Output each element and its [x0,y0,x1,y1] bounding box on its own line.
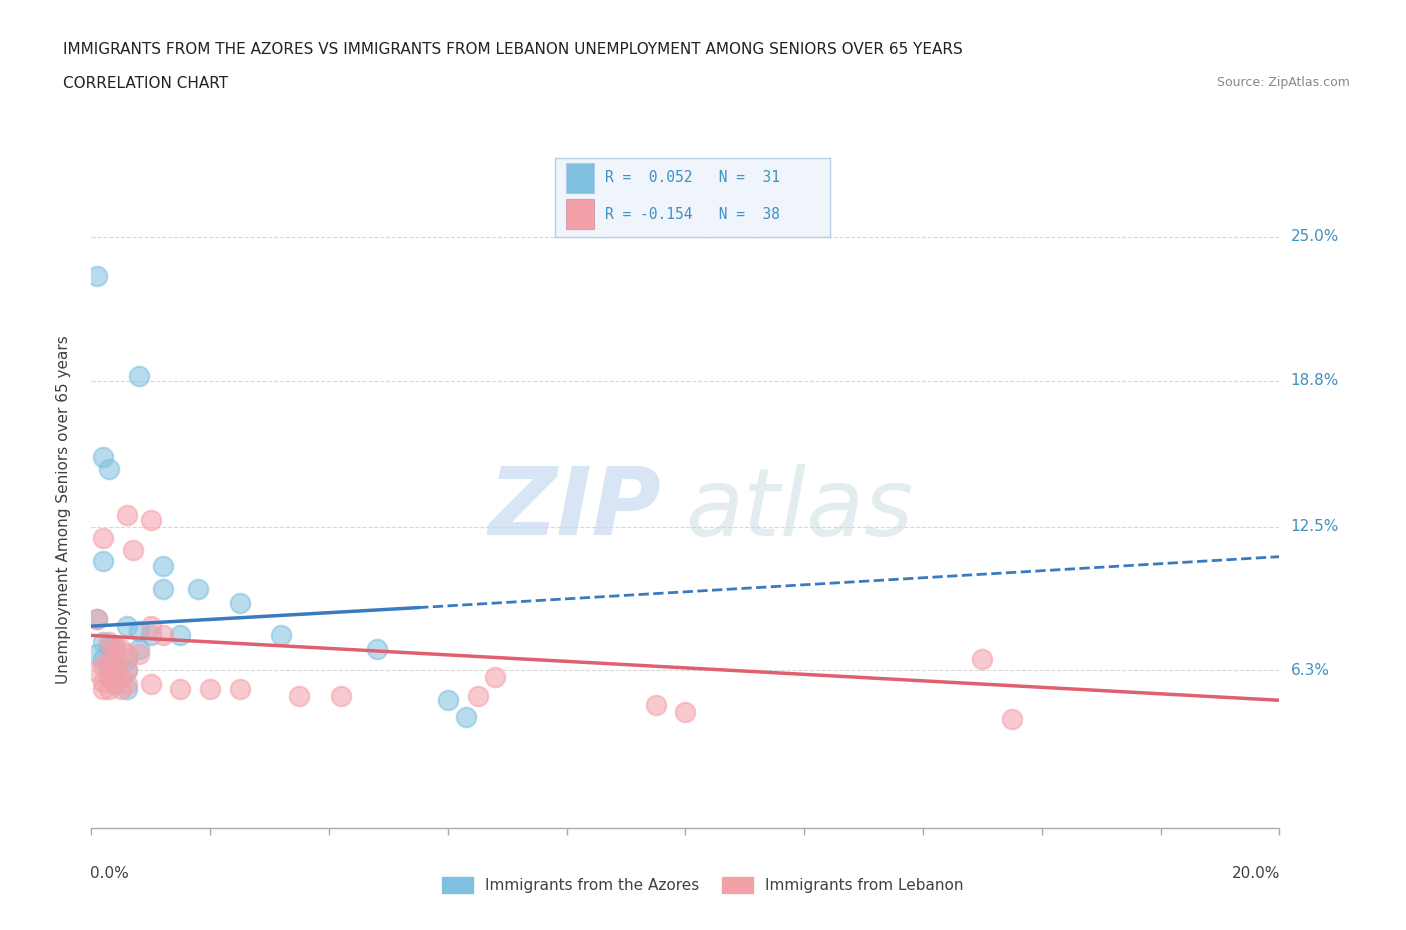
Point [104,677,127,692]
Point [169,628,191,643]
Point [128,646,150,661]
Point [91,651,114,666]
Text: 25.0%: 25.0% [1291,230,1339,245]
Point [91,674,114,689]
Point [152,559,174,574]
Text: 18.8%: 18.8% [1291,373,1339,388]
Point [115,682,138,697]
Point [128,642,150,657]
Text: ZIP: ZIP [489,463,662,555]
Point [91,635,114,650]
Point [122,542,145,557]
Point [366,642,388,657]
Point [673,704,696,719]
Text: atlas: atlas [685,464,914,554]
Text: 0.0%: 0.0% [90,866,129,881]
Point [86,665,108,680]
Point [98,682,121,697]
Point [110,642,132,657]
Point [98,651,121,666]
Text: IMMIGRANTS FROM THE AZORES VS IMMIGRANTS FROM LEBANON UNEMPLOYMENT AMONG SENIORS: IMMIGRANTS FROM THE AZORES VS IMMIGRANTS… [63,42,963,57]
Point [86,612,108,627]
Point [98,670,121,684]
Point [139,512,162,527]
Point [454,709,477,724]
Text: 12.5%: 12.5% [1291,519,1339,534]
Point [229,595,252,610]
Point [115,508,138,523]
Point [484,670,506,684]
Point [91,658,114,673]
Point [972,651,994,666]
Text: 6.3%: 6.3% [1291,663,1330,678]
Point [169,682,191,697]
Point [86,646,108,661]
Point [200,682,222,697]
Point [288,688,311,703]
Point [104,642,127,657]
Point [86,269,108,284]
Point [115,618,138,633]
Text: 20.0%: 20.0% [1232,866,1281,881]
Point [98,670,121,684]
Point [91,531,114,546]
Point [187,581,209,596]
Point [91,449,114,464]
Point [115,663,138,678]
Point [104,658,127,673]
Point [104,674,127,689]
Text: R = -0.154   N =  38: R = -0.154 N = 38 [605,206,780,221]
Point [98,635,121,650]
Point [104,663,127,678]
Point [98,658,121,673]
Point [467,688,489,703]
Text: CORRELATION CHART: CORRELATION CHART [63,76,228,91]
Bar [567,163,593,193]
Point [128,368,150,383]
Point [91,682,114,697]
Point [98,461,121,476]
Point [329,688,352,703]
Point [1001,711,1024,726]
Point [644,698,666,712]
Point [115,677,138,692]
Bar [567,199,593,230]
Point [115,646,138,661]
Text: R =  0.052   N =  31: R = 0.052 N = 31 [605,170,780,185]
Point [98,640,121,655]
Point [229,682,252,697]
Y-axis label: Unemployment Among Seniors over 65 years: Unemployment Among Seniors over 65 years [56,335,70,684]
Text: Source: ZipAtlas.com: Source: ZipAtlas.com [1216,76,1350,89]
Point [104,640,127,655]
Point [270,628,292,643]
Point [128,623,150,638]
Legend: Immigrants from the Azores, Immigrants from Lebanon: Immigrants from the Azores, Immigrants f… [436,870,970,899]
Point [139,628,162,643]
Point [86,612,108,627]
Point [139,618,162,633]
Point [139,677,162,692]
Point [436,693,458,708]
Point [152,628,174,643]
Point [110,682,132,697]
Point [152,581,174,596]
Point [115,663,138,678]
Point [115,651,138,666]
Point [91,554,114,569]
Point [104,654,127,669]
Point [110,670,132,684]
